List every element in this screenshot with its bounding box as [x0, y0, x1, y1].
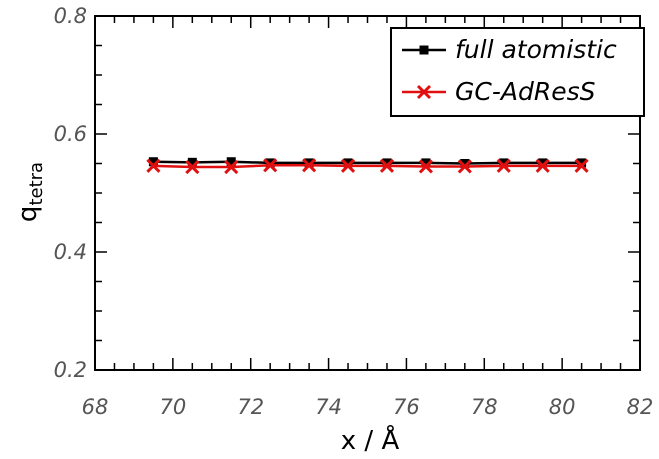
y-tick-label: 0.8 — [54, 4, 87, 28]
data-point-square — [265, 158, 275, 168]
data-point-x-stroke — [263, 158, 278, 173]
x-tick-label: 72 — [237, 395, 264, 419]
data-point-x — [379, 158, 395, 173]
data-point-x — [302, 158, 317, 173]
data-point-square — [226, 157, 236, 167]
x-tick-label: 76 — [393, 395, 420, 419]
y-axis-label-main: q — [13, 206, 43, 223]
data-point-x — [185, 159, 200, 175]
data-point-square — [304, 158, 314, 168]
data-point-square — [577, 158, 587, 168]
legend-marker-x — [416, 84, 432, 100]
series-line — [153, 164, 582, 169]
y-axis-label-subscript: tetra — [26, 162, 47, 206]
data-point-x — [418, 159, 433, 174]
data-point-x-stroke — [457, 159, 472, 174]
legend-label: full atomistic — [455, 35, 617, 64]
data-point-square — [538, 158, 548, 168]
legend-box — [390, 27, 645, 117]
data-point-x — [340, 158, 356, 173]
legend-label: GC-AdResS — [455, 77, 596, 106]
series-line — [153, 160, 582, 165]
data-point-x-stroke — [574, 158, 589, 173]
data-point-square — [187, 157, 197, 167]
x-tick-label: 80 — [549, 395, 576, 419]
series — [146, 157, 589, 175]
data-point-x — [496, 158, 511, 173]
data-point-x-stroke — [224, 159, 239, 175]
legend-marker-x-stroke — [416, 84, 432, 100]
data-point-square — [460, 159, 470, 168]
data-point-x-stroke — [379, 158, 395, 173]
y-axis-label: qtetra — [13, 162, 47, 222]
x-tick-label: 82 — [627, 395, 654, 419]
y-tick-label: 0.2 — [54, 358, 87, 382]
data-point-x — [224, 159, 239, 175]
data-point-x-stroke — [535, 158, 550, 173]
x-tick-label: 78 — [471, 395, 498, 419]
x-tick-label: 70 — [159, 395, 186, 419]
data-point-x-stroke — [496, 158, 511, 173]
y-tick-label: 0.4 — [54, 240, 87, 264]
data-point-square — [148, 157, 158, 167]
data-point-x-stroke — [146, 158, 161, 173]
data-point-x-stroke — [185, 159, 200, 175]
y-tick-label: 0.6 — [54, 122, 87, 146]
data-point-x — [574, 158, 589, 173]
x-tick-label: 68 — [82, 395, 109, 419]
data-point-x-stroke — [418, 159, 433, 174]
x-tick-label: 74 — [315, 395, 342, 419]
data-point-square — [499, 158, 509, 168]
x-axis-label: x / Å — [341, 424, 400, 456]
data-point-square — [382, 158, 392, 168]
data-point-x — [146, 158, 161, 173]
legend: full atomistic GC-AdResS — [390, 27, 645, 117]
data-point-x — [535, 158, 550, 173]
ticks: 68 70 72 74 76 78 80 82 0.2 0.4 0.6 0.8 — [54, 4, 654, 419]
legend-marker-square — [419, 45, 429, 55]
data-point-x — [263, 158, 278, 173]
data-point-square — [343, 158, 353, 168]
data-point-x-stroke — [302, 158, 317, 173]
data-point-x — [457, 159, 472, 174]
data-point-x-stroke — [340, 158, 356, 173]
data-point-square — [421, 158, 431, 168]
